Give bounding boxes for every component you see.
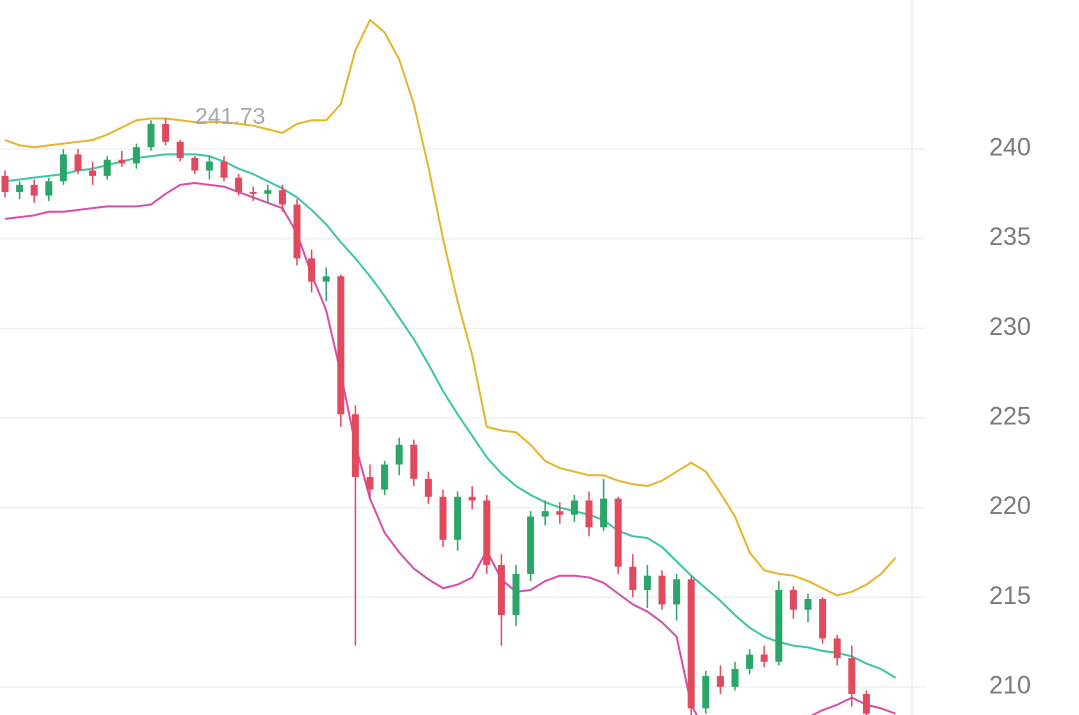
band-line [4,18,897,597]
candle-body [848,658,856,695]
candle-body [59,154,67,182]
candle-body [410,444,418,479]
candle-body [30,184,38,196]
candle-body [439,496,447,540]
candle-body [103,159,111,176]
candle-body [366,477,374,490]
candle-body [191,157,199,171]
candle-body [278,190,286,205]
y-tick-label: 210 [989,671,1031,699]
candle-body [556,511,564,515]
candle-body [673,579,681,605]
candle-body [235,177,243,193]
candle-body [162,123,170,142]
candle-body [89,170,97,176]
candle-body [760,654,768,662]
candle-body [468,496,476,501]
candle-body [775,590,783,662]
y-tick-label: 225 [989,403,1031,431]
y-tick-label: 230 [989,313,1031,341]
candle-body [1,175,9,193]
band-line [4,153,897,679]
candle-body [132,147,140,164]
candle-body [746,654,754,669]
candle-body [819,599,827,639]
candle-body [570,500,578,515]
candle-body [731,668,739,687]
candle-body [337,276,345,415]
candle-body [716,676,724,687]
candle-body [862,694,870,714]
candle-body [293,204,301,259]
candle-body [16,184,24,193]
candle-body [118,159,126,164]
candle-body [541,511,549,517]
max-price-label: 241.73 [195,103,265,129]
candle-body [833,638,841,659]
candle-body [643,575,651,591]
candle-body [497,564,505,616]
candle-body [249,192,257,194]
candle-body [614,498,622,567]
candle-body [205,161,213,171]
candle-body [45,181,53,196]
candle-body [629,566,637,591]
candle-body [147,123,155,148]
candle-body [308,258,316,282]
candle-body [804,599,812,610]
candle-body [585,500,593,528]
band-line [4,182,896,715]
y-tick-label: 215 [989,582,1031,610]
candle-body [527,516,535,574]
candle-body [600,498,608,528]
candle-body [483,500,491,565]
candle-body [658,575,666,605]
candle-body [74,154,82,171]
plot-area: 241.73 [1,18,897,715]
candle-body [381,464,389,490]
candle-body [424,478,432,497]
y-tick-label: 235 [989,223,1031,251]
candle-body [702,676,710,709]
candle-body [789,590,797,610]
candle-body [351,414,359,478]
candle-body [176,141,184,158]
grid: 210 215 220 225 230 235 240 [0,134,1031,699]
candle-body [687,579,695,709]
y-tick-label: 240 [989,134,1031,162]
y-tick-label: 220 [989,492,1031,520]
candle-body [454,496,462,540]
candle-body [395,444,403,465]
candle-body [220,161,228,178]
candle-body [322,276,330,282]
candle-body [512,573,520,616]
candle-body [264,190,272,194]
